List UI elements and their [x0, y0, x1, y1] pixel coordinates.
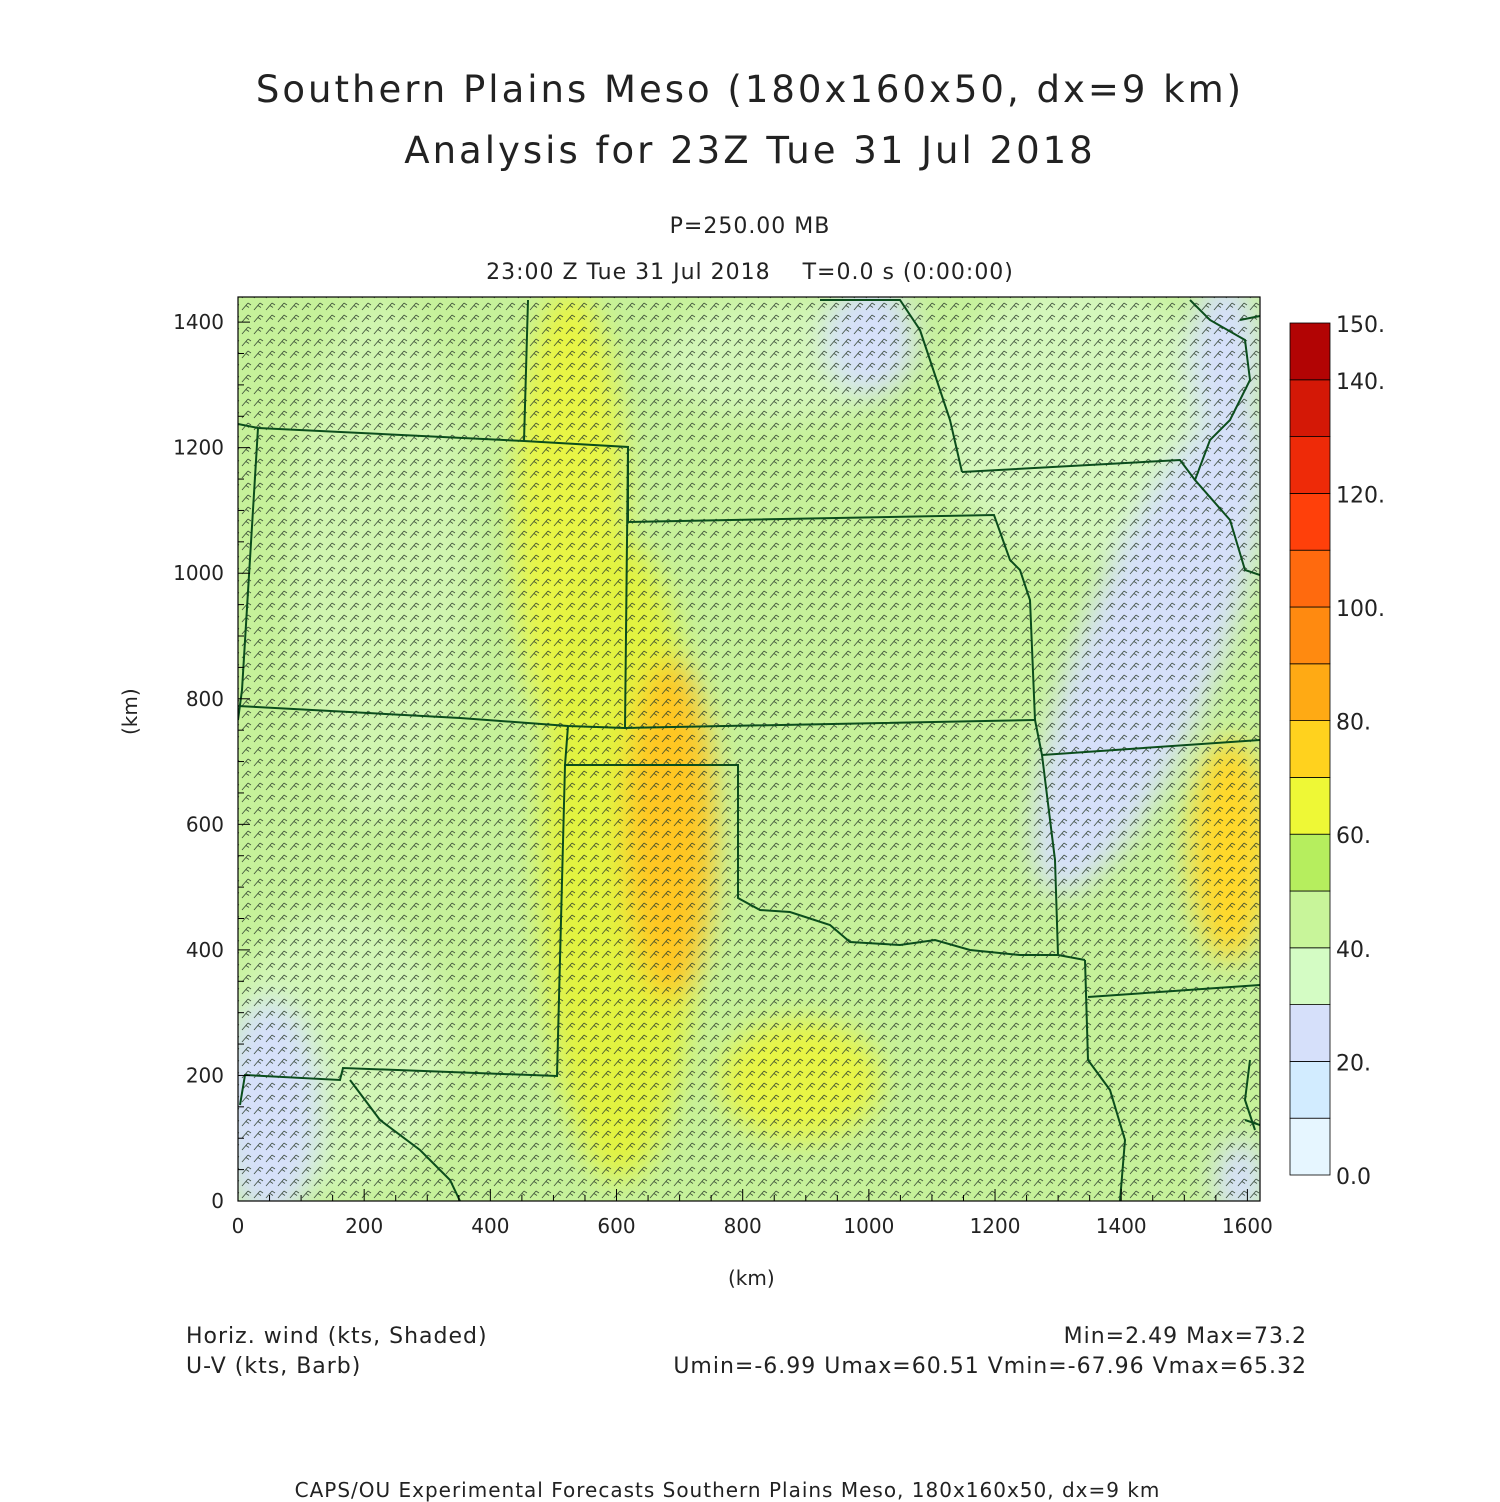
colorbar-label: 60.	[1336, 824, 1371, 849]
x-tick-label: 400	[471, 1214, 509, 1238]
colorbar-label: 80.	[1336, 711, 1371, 736]
x-tick-label: 1400	[1096, 1214, 1147, 1238]
min-max-stats: Min=2.49 Max=73.2	[1063, 1324, 1307, 1349]
x-axis: 0 200 400 600 800 1000 1200 1400 1600	[232, 1189, 1273, 1238]
colorbar-label: 100.	[1336, 597, 1385, 622]
y-axis-unit: (km)	[118, 688, 142, 735]
colorbar-segment	[1289, 606, 1331, 665]
pressure-level: P=250.00 MB	[669, 214, 831, 239]
y-tick-label: 0	[211, 1189, 224, 1213]
state-boundaries	[238, 299, 1260, 1201]
colorbar-label: 0.0	[1336, 1165, 1371, 1190]
colorbar-segment	[1289, 436, 1331, 494]
x-tick-label: 600	[597, 1214, 635, 1238]
uv-stats: Umin=-6.99 Umax=60.51 Vmin=-67.96 Vmax=6…	[673, 1354, 1307, 1379]
x-axis-unit: (km)	[728, 1266, 775, 1290]
colorbar-segment	[1289, 947, 1331, 1005]
wind-speed-shading	[238, 297, 1260, 1201]
valid-time: 23:00 Z Tue 31 Jul 2018 T=0.0 s (0:00:00…	[486, 260, 1014, 285]
colorbar-label: 140.	[1336, 370, 1385, 395]
x-tick-label: 0	[232, 1214, 245, 1238]
colorbar-segment	[1289, 777, 1331, 835]
y-tick-label: 400	[186, 938, 224, 962]
barb-field-label: U-V (kts, Barb)	[186, 1354, 362, 1379]
plot-frame	[237, 296, 1261, 1202]
colorbar-label: 150.	[1336, 313, 1385, 338]
colorbar-segment	[1289, 833, 1331, 892]
shaded-field-label: Horiz. wind (kts, Shaded)	[186, 1324, 488, 1349]
colorbar-segment	[1289, 322, 1331, 381]
y-axis: 0 200 400 600 800 1000 1200 1400	[173, 310, 250, 1213]
colorbar-segment	[1289, 663, 1331, 721]
colorbar-segment	[1289, 720, 1331, 778]
colorbar-segment	[1289, 492, 1331, 551]
colorbar-segment	[1289, 549, 1331, 608]
x-tick-label: 1600	[1222, 1214, 1273, 1238]
colorbar-label: 40.	[1336, 938, 1371, 963]
x-tick-label: 1200	[970, 1214, 1021, 1238]
y-tick-label: 200	[186, 1063, 224, 1087]
footer-credit: CAPS/OU Experimental Forecasts Southern …	[294, 1478, 1161, 1502]
y-tick-label: 1000	[173, 561, 224, 585]
y-tick-label: 1200	[173, 436, 224, 460]
y-tick-label: 800	[186, 687, 224, 711]
colorbar: 0.0 20. 40. 60. 80. 100. 120. 140. 150.	[1289, 313, 1385, 1190]
y-tick-label: 600	[186, 812, 224, 836]
colorbar-segment	[1289, 379, 1331, 437]
title-line-1: Southern Plains Meso (180x160x50, dx=9 k…	[255, 68, 1245, 111]
title-line-2: Analysis for 23Z Tue 31 Jul 2018	[404, 129, 1096, 172]
x-tick-label: 800	[724, 1214, 762, 1238]
colorbar-segment	[1289, 1117, 1331, 1176]
colorbar-segment	[1289, 1061, 1331, 1119]
colorbar-segment	[1289, 890, 1331, 949]
x-tick-label: 200	[345, 1214, 383, 1238]
colorbar-label: 20.	[1336, 1051, 1371, 1076]
colorbar-label: 120.	[1336, 483, 1385, 508]
x-tick-label: 1000	[843, 1214, 894, 1238]
y-tick-label: 1400	[173, 310, 224, 334]
colorbar-segment	[1289, 1004, 1331, 1062]
